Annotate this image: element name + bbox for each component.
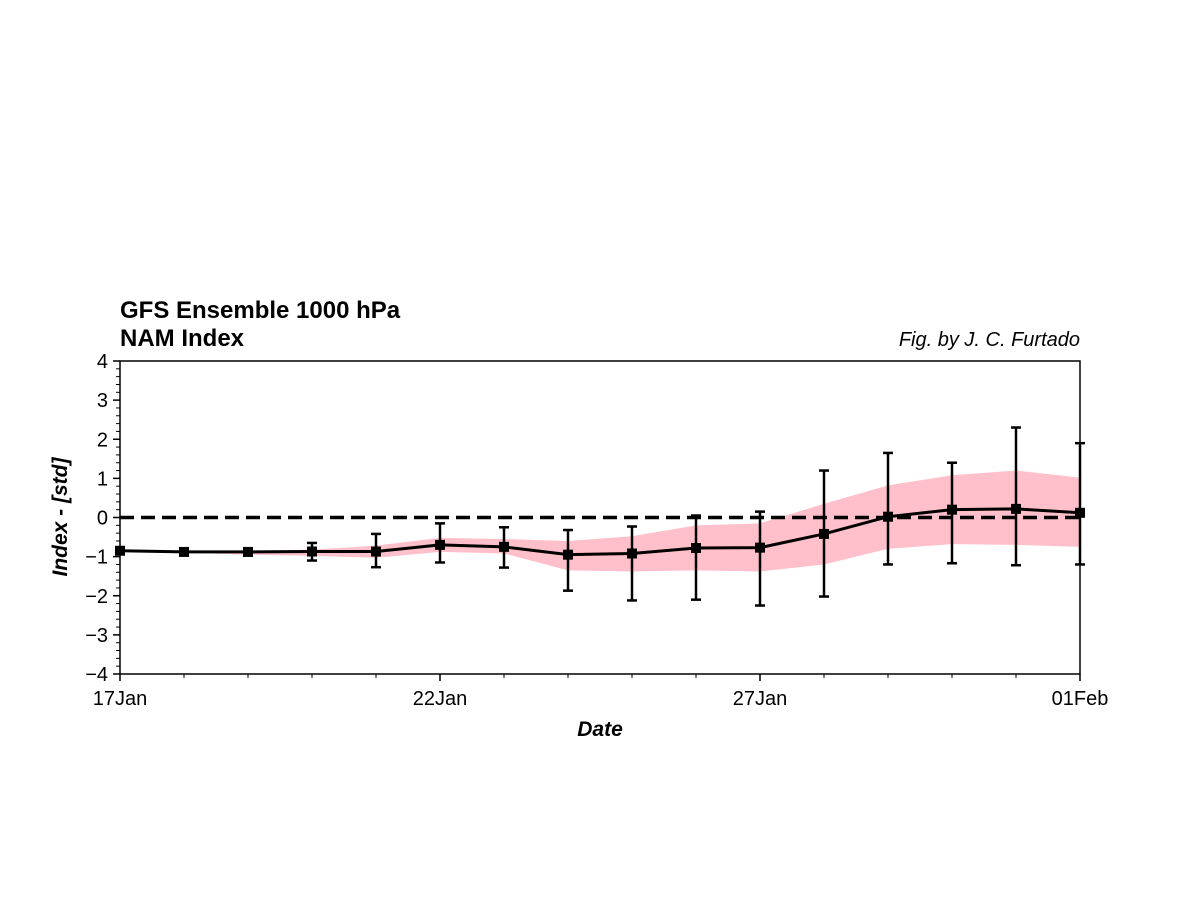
error-bar: [627, 525, 637, 602]
mean-line: [119, 507, 1081, 557]
mean-marker: [755, 542, 765, 553]
mean-marker: [179, 546, 189, 557]
error-bar: [563, 528, 573, 592]
mean-marker: [627, 548, 637, 559]
y-tick-label: −3: [85, 625, 108, 647]
mean-marker: [691, 543, 701, 554]
mean-marker: [947, 504, 957, 515]
y-tick-label: −1: [85, 547, 108, 569]
x-tick-label: 27Jan: [733, 688, 788, 710]
figure-credit: Fig. by J. C. Furtado: [899, 329, 1080, 351]
mean-marker: [499, 541, 509, 552]
y-tick-label: 1: [97, 468, 108, 490]
mean-marker: [307, 546, 317, 557]
mean-marker: [883, 511, 893, 522]
error-bar: [755, 510, 765, 607]
x-tick-label: 17Jan: [93, 688, 148, 710]
y-axis-label: Index - [std]: [49, 456, 72, 576]
x-tick-label: 01Feb: [1052, 688, 1109, 710]
error-bar: [691, 514, 701, 601]
y-tick-label: −2: [85, 586, 108, 608]
y-tick-label: 4: [97, 351, 108, 373]
x-tick-label: 22Jan: [413, 688, 468, 710]
chart-title-line-1: GFS Ensemble 1000 hPa: [120, 297, 401, 324]
y-tick-label: −4: [85, 664, 108, 686]
mean-marker: [819, 528, 829, 539]
mean-marker: [435, 539, 445, 550]
spread-band: [120, 470, 1080, 572]
error-bar: [1011, 426, 1021, 567]
chart-title-line-2: NAM Index: [120, 325, 245, 352]
mean-marker: [371, 546, 381, 557]
y-tick-label: 3: [97, 390, 108, 412]
y-tick-label: 0: [97, 508, 108, 530]
x-axis-label: Date: [577, 718, 623, 741]
mean-marker: [243, 546, 253, 557]
y-tick-label: 2: [97, 429, 108, 451]
mean-marker: [563, 549, 573, 560]
mean-marker: [1011, 503, 1021, 514]
error-bar: [883, 451, 893, 566]
